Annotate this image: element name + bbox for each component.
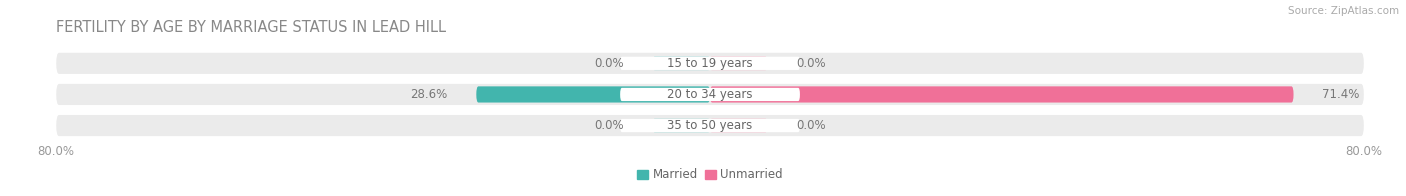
FancyBboxPatch shape [652,119,710,132]
Text: 0.0%: 0.0% [796,57,825,70]
FancyBboxPatch shape [620,119,800,132]
FancyBboxPatch shape [710,86,1294,103]
FancyBboxPatch shape [620,88,800,101]
Text: 15 to 19 years: 15 to 19 years [668,57,752,70]
FancyBboxPatch shape [710,119,768,132]
FancyBboxPatch shape [56,53,1364,74]
Text: 0.0%: 0.0% [595,57,624,70]
Text: Source: ZipAtlas.com: Source: ZipAtlas.com [1288,6,1399,16]
Text: 20 to 34 years: 20 to 34 years [668,88,752,101]
FancyBboxPatch shape [477,86,710,103]
FancyBboxPatch shape [56,115,1364,136]
FancyBboxPatch shape [710,56,768,70]
Legend: Married, Unmarried: Married, Unmarried [633,164,787,186]
Text: 71.4%: 71.4% [1322,88,1360,101]
FancyBboxPatch shape [620,57,800,70]
Text: 0.0%: 0.0% [595,119,624,132]
FancyBboxPatch shape [56,84,1364,105]
Text: 0.0%: 0.0% [796,119,825,132]
Text: 28.6%: 28.6% [411,88,447,101]
Text: 35 to 50 years: 35 to 50 years [668,119,752,132]
FancyBboxPatch shape [652,56,710,70]
Text: FERTILITY BY AGE BY MARRIAGE STATUS IN LEAD HILL: FERTILITY BY AGE BY MARRIAGE STATUS IN L… [56,20,446,35]
